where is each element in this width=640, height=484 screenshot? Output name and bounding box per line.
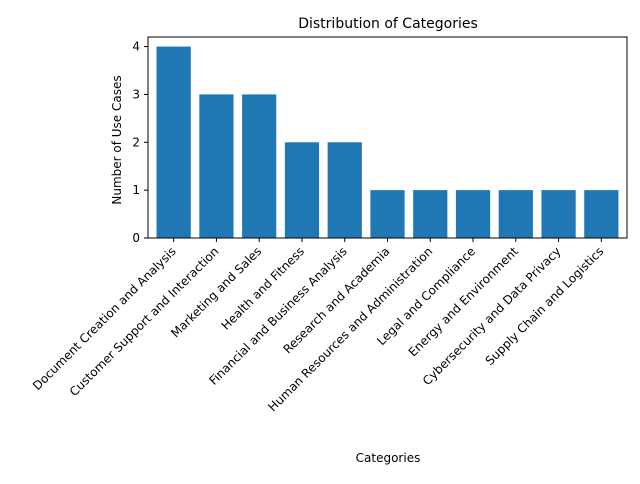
y-tick-label-3: 3 — [132, 87, 140, 101]
bar-8 — [498, 190, 533, 238]
bar-3 — [284, 142, 320, 238]
bar-0 — [156, 46, 191, 239]
bar-10 — [584, 190, 619, 238]
bar-1 — [199, 94, 234, 238]
bar-4 — [327, 142, 362, 238]
bars-group — [156, 46, 619, 239]
bar-7 — [455, 190, 491, 238]
bar-9 — [541, 190, 576, 238]
bar-5 — [370, 190, 405, 238]
y-tick-label-2: 2 — [132, 135, 140, 149]
y-tick-label-1: 1 — [132, 183, 140, 197]
chart-title: Distribution of Categories — [298, 16, 478, 32]
y-axis-label: Number of Use Cases — [110, 75, 124, 204]
y-tick-label-4: 4 — [132, 40, 140, 54]
y-axis-ticks: 0 1 2 3 4 — [132, 40, 148, 245]
x-axis-label: Categories — [356, 451, 421, 465]
bar-2 — [242, 94, 277, 238]
y-tick-label-0: 0 — [132, 231, 140, 245]
plot-frame — [147, 36, 628, 239]
bar-6 — [413, 190, 448, 238]
